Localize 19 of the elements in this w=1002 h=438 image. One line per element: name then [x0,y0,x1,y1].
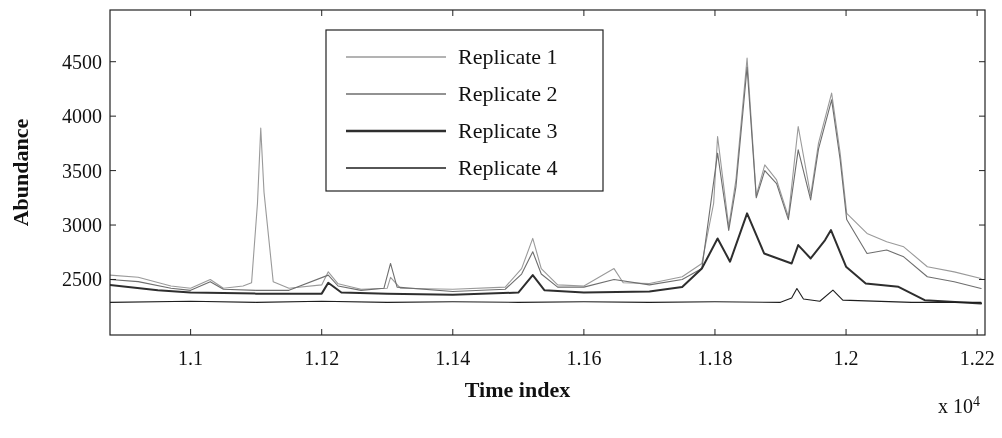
legend-label: Replicate 2 [458,81,558,106]
x-axis-title: Time index [464,377,571,402]
x-tick-label: 1.14 [435,347,471,369]
y-tick-label: 4500 [62,50,102,73]
x-tick-label: 1.18 [697,347,733,369]
y-axis-title: Abundance [8,118,33,227]
y-tick-label: 3500 [62,159,102,182]
x-tick-label: 1.1 [178,347,204,369]
y-tick-label: 2500 [62,268,102,291]
x-tick-label: 1.22 [959,347,995,369]
x-tick-label: 1.2 [833,347,859,369]
legend-label: Replicate 1 [458,44,558,69]
x-tick-label: 1.16 [566,347,602,369]
x-tick-label: 1.12 [304,347,340,369]
y-tick-label: 3000 [62,214,102,237]
legend-label: Replicate 4 [458,155,558,180]
legend-label: Replicate 3 [458,118,558,143]
y-tick-label: 4000 [62,105,102,128]
text: x 10$^{4}$ [938,393,980,417]
